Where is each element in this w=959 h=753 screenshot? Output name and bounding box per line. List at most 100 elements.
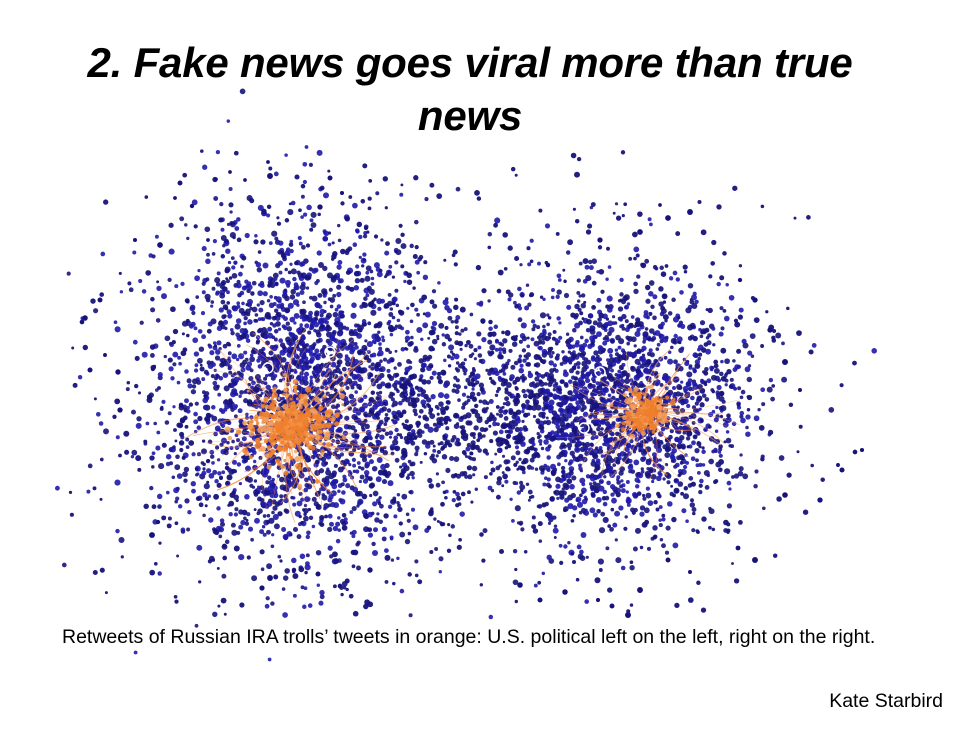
- network-node: [430, 393, 436, 400]
- network-node: [698, 352, 703, 357]
- network-node: [575, 404, 582, 410]
- network-node: [150, 307, 156, 313]
- network-node: [236, 462, 242, 467]
- network-node: [684, 361, 690, 367]
- network-node: [687, 282, 694, 289]
- network-node: [318, 600, 324, 606]
- network-node: [626, 351, 631, 356]
- network-node: [170, 306, 176, 313]
- network-node: [537, 504, 543, 509]
- network-node: [699, 320, 706, 326]
- network-node: [337, 489, 341, 494]
- network-node: [632, 450, 637, 454]
- network-node: [311, 295, 318, 302]
- network-node: [511, 341, 518, 347]
- network-node: [341, 521, 347, 527]
- network-node: [594, 446, 599, 450]
- network-node: [549, 368, 555, 374]
- network-node: [671, 297, 676, 303]
- network-node: [584, 508, 588, 512]
- network-node: [429, 182, 435, 188]
- network-node: [175, 454, 180, 460]
- network-node: [233, 376, 240, 383]
- network-node: [233, 261, 238, 265]
- network-node: [636, 327, 641, 333]
- network-node: [196, 425, 202, 430]
- network-node: [538, 439, 543, 444]
- network-node: [213, 431, 218, 437]
- network-node: [451, 497, 456, 503]
- network-node: [345, 587, 349, 592]
- network-node: [176, 554, 180, 558]
- network-node: [358, 406, 366, 413]
- network-node: [610, 339, 615, 344]
- network-node: [450, 473, 456, 479]
- network-node: [490, 460, 494, 465]
- network-node: [233, 150, 239, 156]
- network-node: [555, 294, 560, 299]
- network-node: [730, 444, 735, 449]
- network-node: [184, 369, 189, 374]
- network-node: [609, 458, 615, 464]
- network-node: [238, 307, 245, 314]
- network-node: [413, 436, 417, 439]
- network-node: [566, 478, 573, 485]
- network-node: [701, 516, 707, 522]
- network-node: [579, 477, 586, 484]
- network-node: [571, 352, 578, 359]
- network-node: [163, 354, 167, 359]
- network-node: [303, 515, 309, 522]
- network-node: [400, 264, 405, 269]
- network-node: [501, 471, 505, 475]
- network-node: [494, 339, 500, 344]
- network-node: [319, 522, 325, 527]
- network-node: [188, 323, 194, 329]
- network-node: [191, 310, 196, 316]
- network-node: [544, 223, 551, 229]
- network-node: [699, 418, 704, 424]
- network-node: [434, 547, 439, 551]
- network-node: [201, 290, 206, 295]
- network-node: [244, 494, 250, 500]
- network-node: [501, 330, 505, 335]
- network-node: [514, 303, 519, 309]
- network-node: [282, 291, 288, 297]
- network-node: [739, 395, 744, 400]
- network-node: [422, 354, 429, 361]
- network-node: [384, 250, 390, 256]
- network-node: [621, 362, 626, 367]
- network-node: [220, 597, 227, 604]
- network-node: [382, 176, 388, 182]
- network-node: [811, 343, 817, 348]
- network-node: [621, 483, 626, 488]
- network-node: [233, 512, 239, 517]
- network-node: [304, 323, 310, 329]
- network-node: [261, 525, 266, 529]
- network-node: [316, 149, 323, 156]
- network-node: [635, 253, 640, 258]
- network-node: [614, 202, 619, 206]
- network-node: [738, 307, 744, 313]
- network-node: [238, 524, 244, 530]
- network-node: [745, 414, 751, 420]
- network-node: [257, 250, 262, 254]
- network-node: [623, 202, 628, 207]
- network-node: [228, 512, 233, 517]
- network-node: [549, 496, 555, 502]
- network-node: [600, 454, 605, 458]
- network-node: [358, 479, 363, 484]
- network-node: [638, 448, 642, 453]
- network-node: [231, 353, 238, 360]
- network-node: [341, 490, 346, 495]
- network-node: [606, 246, 610, 251]
- network-node: [256, 511, 261, 516]
- network-node: [263, 381, 268, 386]
- network-node: [251, 306, 258, 313]
- network-node: [474, 403, 479, 409]
- network-node: [652, 294, 658, 300]
- network-node: [222, 286, 228, 292]
- network-node: [218, 526, 225, 533]
- network-node: [589, 484, 595, 490]
- network-node: [336, 361, 341, 365]
- network-node: [175, 496, 180, 501]
